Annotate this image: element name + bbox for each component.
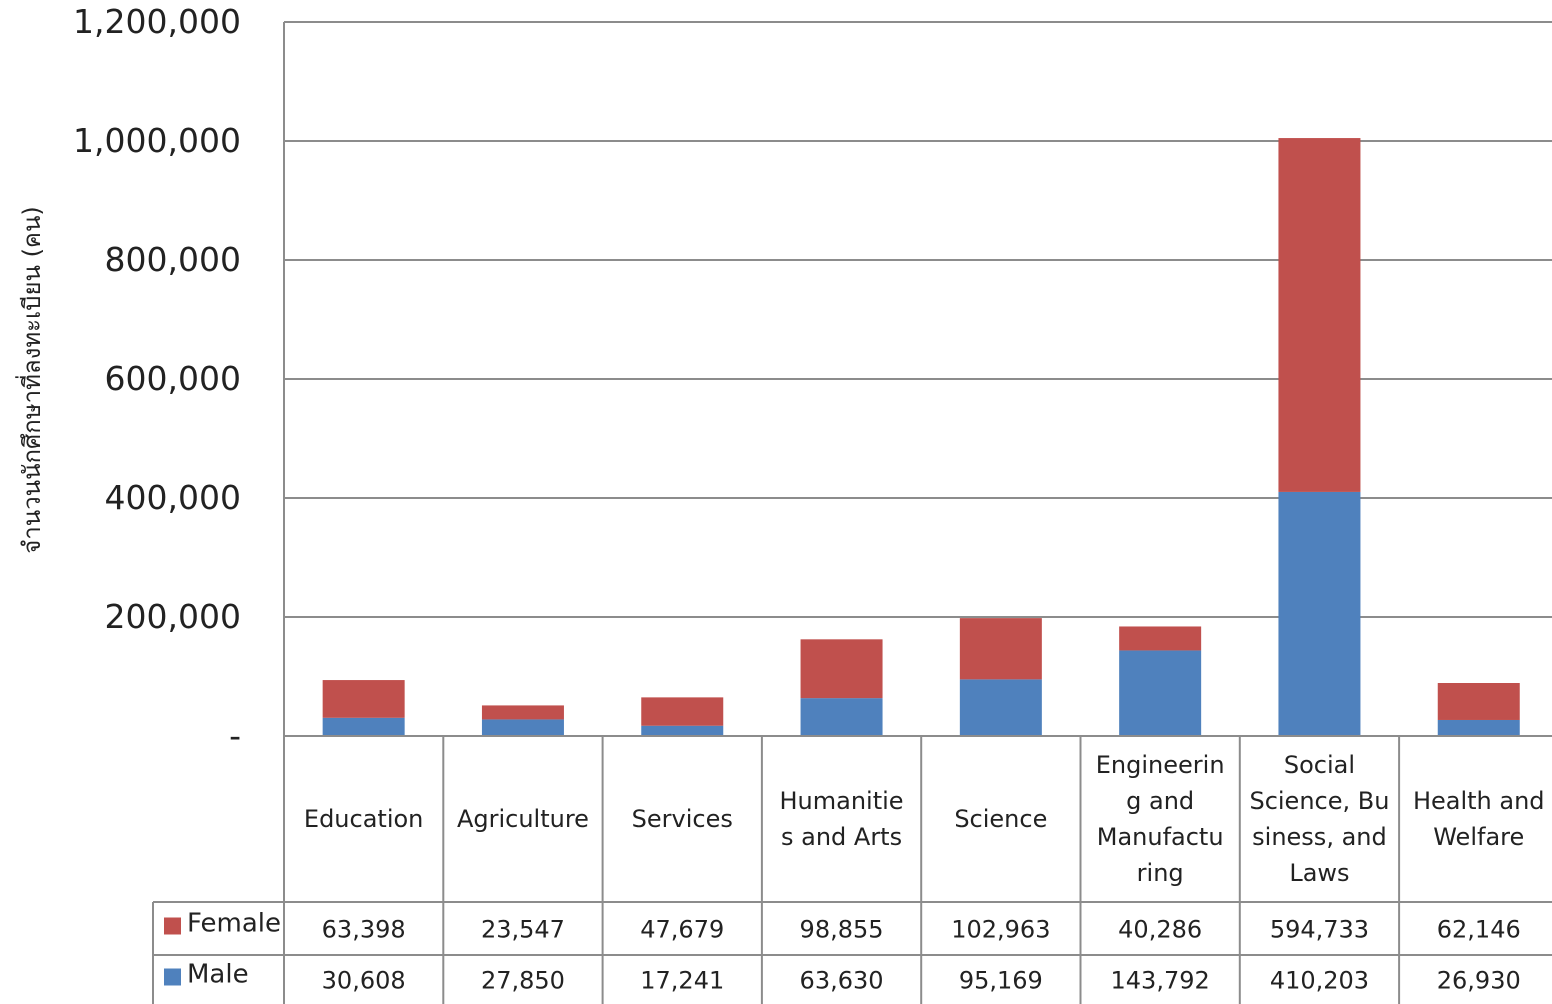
- category-label: Science: [954, 805, 1047, 833]
- legend-key-male: [164, 968, 181, 986]
- table-cell-value: 63,630: [800, 967, 884, 995]
- bar-male: [1437, 719, 1520, 736]
- bar-male: [322, 717, 405, 736]
- bar-female: [1278, 138, 1361, 492]
- bar-male: [800, 698, 883, 736]
- bar-female: [1437, 682, 1520, 720]
- bar-female: [1119, 626, 1202, 651]
- bar-female: [800, 639, 883, 699]
- table-cell-value: 47,679: [640, 916, 724, 944]
- bar-male: [481, 719, 564, 736]
- table-cell-value: 62,146: [1437, 916, 1521, 944]
- table-cell-value: 40,286: [1118, 916, 1202, 944]
- bar-female: [322, 680, 405, 718]
- table-cell-value: 95,169: [959, 967, 1043, 995]
- table-cell-value: 30,608: [322, 967, 406, 995]
- legend-key-female: [164, 917, 181, 935]
- y-tick-label: -: [229, 716, 241, 755]
- table-cell-value: 27,850: [481, 967, 565, 995]
- table-cell-value: 23,547: [481, 916, 565, 944]
- y-tick-label: 800,000: [105, 240, 241, 279]
- legend-label: Female: [187, 909, 281, 939]
- table-cell-value: 102,963: [951, 916, 1050, 944]
- y-tick-label: 400,000: [105, 478, 241, 517]
- table-cell-value: 98,855: [800, 916, 884, 944]
- y-tick-label: 200,000: [105, 597, 241, 636]
- table-cell-value: 410,203: [1270, 967, 1369, 995]
- category-label: Engineerin g and Manufactu ring: [1096, 751, 1225, 887]
- table-cell-value: 17,241: [640, 967, 724, 995]
- y-tick-label: 1,200,000: [73, 2, 241, 41]
- bar-male: [959, 679, 1042, 736]
- category-label: Health and Welfare: [1413, 787, 1545, 851]
- category-label: Education: [304, 805, 423, 833]
- category-label: Agriculture: [457, 805, 589, 833]
- bar-male: [1278, 491, 1361, 736]
- gridlines: [284, 21, 1552, 618]
- bar-male: [641, 725, 724, 736]
- table-cell-value: 63,398: [322, 916, 406, 944]
- table-cell-value: 594,733: [1270, 916, 1369, 944]
- category-label: Social Science, Bu siness, and Laws: [1249, 751, 1389, 887]
- legend-label: Male: [187, 960, 249, 990]
- bar-female: [959, 618, 1042, 680]
- bar-female: [641, 697, 724, 726]
- category-label: Humanitie s and Arts: [780, 787, 904, 851]
- y-tick-label: 600,000: [105, 359, 241, 398]
- category-label: Services: [632, 805, 733, 833]
- y-axis-label: จำนวนนักศึกษาที่ลงทะเบียน (คน): [15, 206, 46, 554]
- table-cell-value: 26,930: [1437, 967, 1521, 995]
- y-tick-label: 1,000,000: [73, 121, 241, 160]
- bar-male: [1119, 650, 1202, 736]
- bars: [322, 138, 1520, 736]
- table-cell-value: 143,792: [1111, 967, 1210, 995]
- data-table: Education Agriculture Services Humanitie s a…: [152, 736, 1552, 1004]
- bar-female: [481, 705, 564, 720]
- axes: - 200,000 400,000 600,000 800,000 1,000,000 1,…: [73, 2, 1552, 755]
